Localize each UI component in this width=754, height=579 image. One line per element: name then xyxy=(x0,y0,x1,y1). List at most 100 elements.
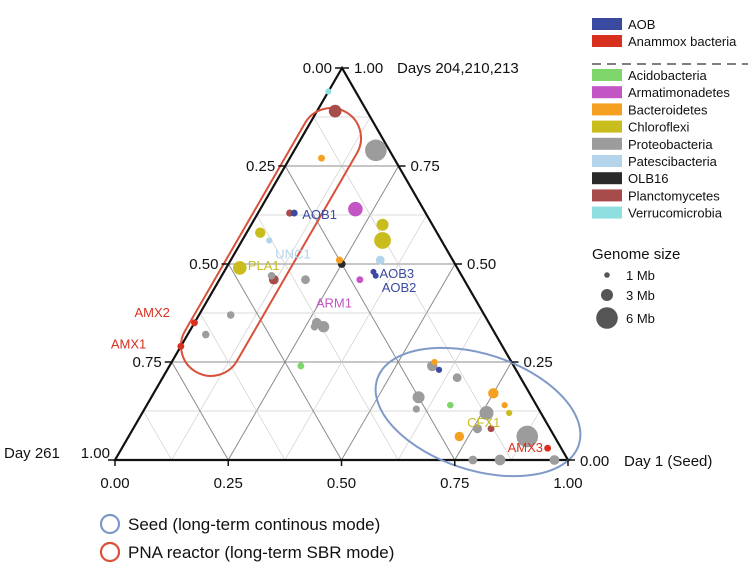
grid-line xyxy=(256,214,399,461)
data-point xyxy=(374,232,391,249)
point-label: UNC1 xyxy=(275,246,310,261)
data-point xyxy=(328,104,342,118)
left-tick-label: 1.00 xyxy=(81,445,110,462)
bottom-legend-marker xyxy=(99,513,121,535)
data-point xyxy=(488,388,499,399)
data-point xyxy=(310,322,319,331)
data-point xyxy=(435,366,443,373)
grid-line xyxy=(397,312,484,461)
data-point xyxy=(544,444,552,452)
data-point xyxy=(297,362,305,370)
legend-label: Patescibacteria xyxy=(628,154,718,169)
legend-swatch xyxy=(592,189,622,202)
data-point xyxy=(468,455,478,465)
right-tick-label: 0.00 xyxy=(580,453,609,470)
legend-label: Chloroflexi xyxy=(628,120,690,135)
legend-label: Verrucomicrobia xyxy=(628,206,723,221)
legend-label: Planctomycetes xyxy=(628,188,720,203)
data-point xyxy=(226,311,235,319)
data-points xyxy=(177,88,560,466)
data-point xyxy=(318,154,325,162)
data-point xyxy=(365,139,387,162)
data-point xyxy=(412,391,425,404)
size-legend-label: 1 Mb xyxy=(626,268,655,283)
data-point xyxy=(431,358,438,366)
legend-swatch xyxy=(592,120,622,133)
data-point xyxy=(335,256,344,264)
data-point xyxy=(472,424,482,434)
data-point xyxy=(516,425,539,448)
data-point xyxy=(356,276,364,284)
left-tick-label: 0.00 xyxy=(303,60,332,77)
legend-label: Proteobacteria xyxy=(628,137,713,152)
pna-reactor-enclosure xyxy=(180,107,362,377)
data-point xyxy=(494,454,506,466)
legend-label: Armatimonadetes xyxy=(628,85,730,100)
grid-line xyxy=(228,263,342,461)
data-point xyxy=(177,342,185,350)
legend-swatch xyxy=(592,137,622,150)
vertex-label-right: Day 1 (Seed) xyxy=(624,453,712,470)
data-point xyxy=(549,455,560,465)
data-point xyxy=(372,272,379,279)
data-point xyxy=(301,275,310,285)
point-label: AOB1 xyxy=(302,207,337,222)
bottom-tick-label: 0.25 xyxy=(214,475,243,492)
data-point xyxy=(266,237,273,244)
legend-swatch xyxy=(592,86,622,99)
bottom-legend: Seed (long-term continous mode) PNA react… xyxy=(99,513,394,563)
left-tick-label: 0.25 xyxy=(246,158,275,175)
grid-line xyxy=(143,410,172,461)
bottom-tick-label: 0.50 xyxy=(327,475,356,492)
grid-line xyxy=(199,312,286,461)
grid-line xyxy=(284,214,428,461)
data-point xyxy=(255,227,266,238)
data-point xyxy=(233,261,247,275)
axis-ticks: 0.00 0.00 1.00 0.25 0.25 0.75 0.50 0.50 0.50 0.75… xyxy=(81,60,609,492)
size-legend-marker xyxy=(596,307,618,329)
bottom-legend-label: PNA reactor (long-term SBR mode) xyxy=(128,543,394,562)
point-label: PLA1 xyxy=(248,258,280,273)
point-label: AOB2 xyxy=(382,280,417,295)
legend-label: Bacteroidetes xyxy=(628,102,708,117)
bottom-tick-label: 0.75 xyxy=(440,475,469,492)
legend: AOB Anammox bacteria Acidobacteria Armatimo… xyxy=(592,17,748,329)
data-point xyxy=(487,425,495,433)
data-point xyxy=(267,272,276,280)
bottom-legend-label: Seed (long-term continous mode) xyxy=(128,515,380,534)
bottom-legend-marker xyxy=(99,541,121,563)
data-point xyxy=(348,201,363,217)
point-label: AMX3 xyxy=(508,440,543,455)
data-point xyxy=(447,401,454,409)
size-legend-label: 3 Mb xyxy=(626,288,655,303)
data-point xyxy=(479,406,494,420)
data-point xyxy=(376,218,389,231)
data-point xyxy=(191,319,198,327)
data-point xyxy=(202,330,210,339)
grid-line xyxy=(171,361,229,461)
seed-enclosure xyxy=(374,346,582,478)
legend-label: OLB16 xyxy=(628,171,668,186)
right-tick-label: 0.25 xyxy=(524,354,553,371)
right-tick-label: 0.75 xyxy=(411,158,440,175)
right-tick-label: 0.50 xyxy=(467,256,496,273)
grid-lines xyxy=(143,116,541,461)
grid-line xyxy=(313,116,512,461)
data-point xyxy=(454,431,465,442)
grid-line xyxy=(284,165,456,461)
group-enclosures xyxy=(180,107,582,478)
legend-swatch xyxy=(592,172,622,185)
size-legend-marker xyxy=(604,272,610,278)
data-point xyxy=(412,405,420,413)
legend-swatch xyxy=(592,18,622,30)
left-tick-label: 0.50 xyxy=(189,256,218,273)
size-legend-marker xyxy=(601,289,613,301)
data-point xyxy=(506,409,513,417)
data-point xyxy=(325,88,332,95)
vertex-labels: Days 204,210,213 Day 261 Day 1 (Seed) xyxy=(4,60,712,470)
legend-swatch xyxy=(592,103,622,116)
size-legend-label: 6 Mb xyxy=(626,311,655,326)
